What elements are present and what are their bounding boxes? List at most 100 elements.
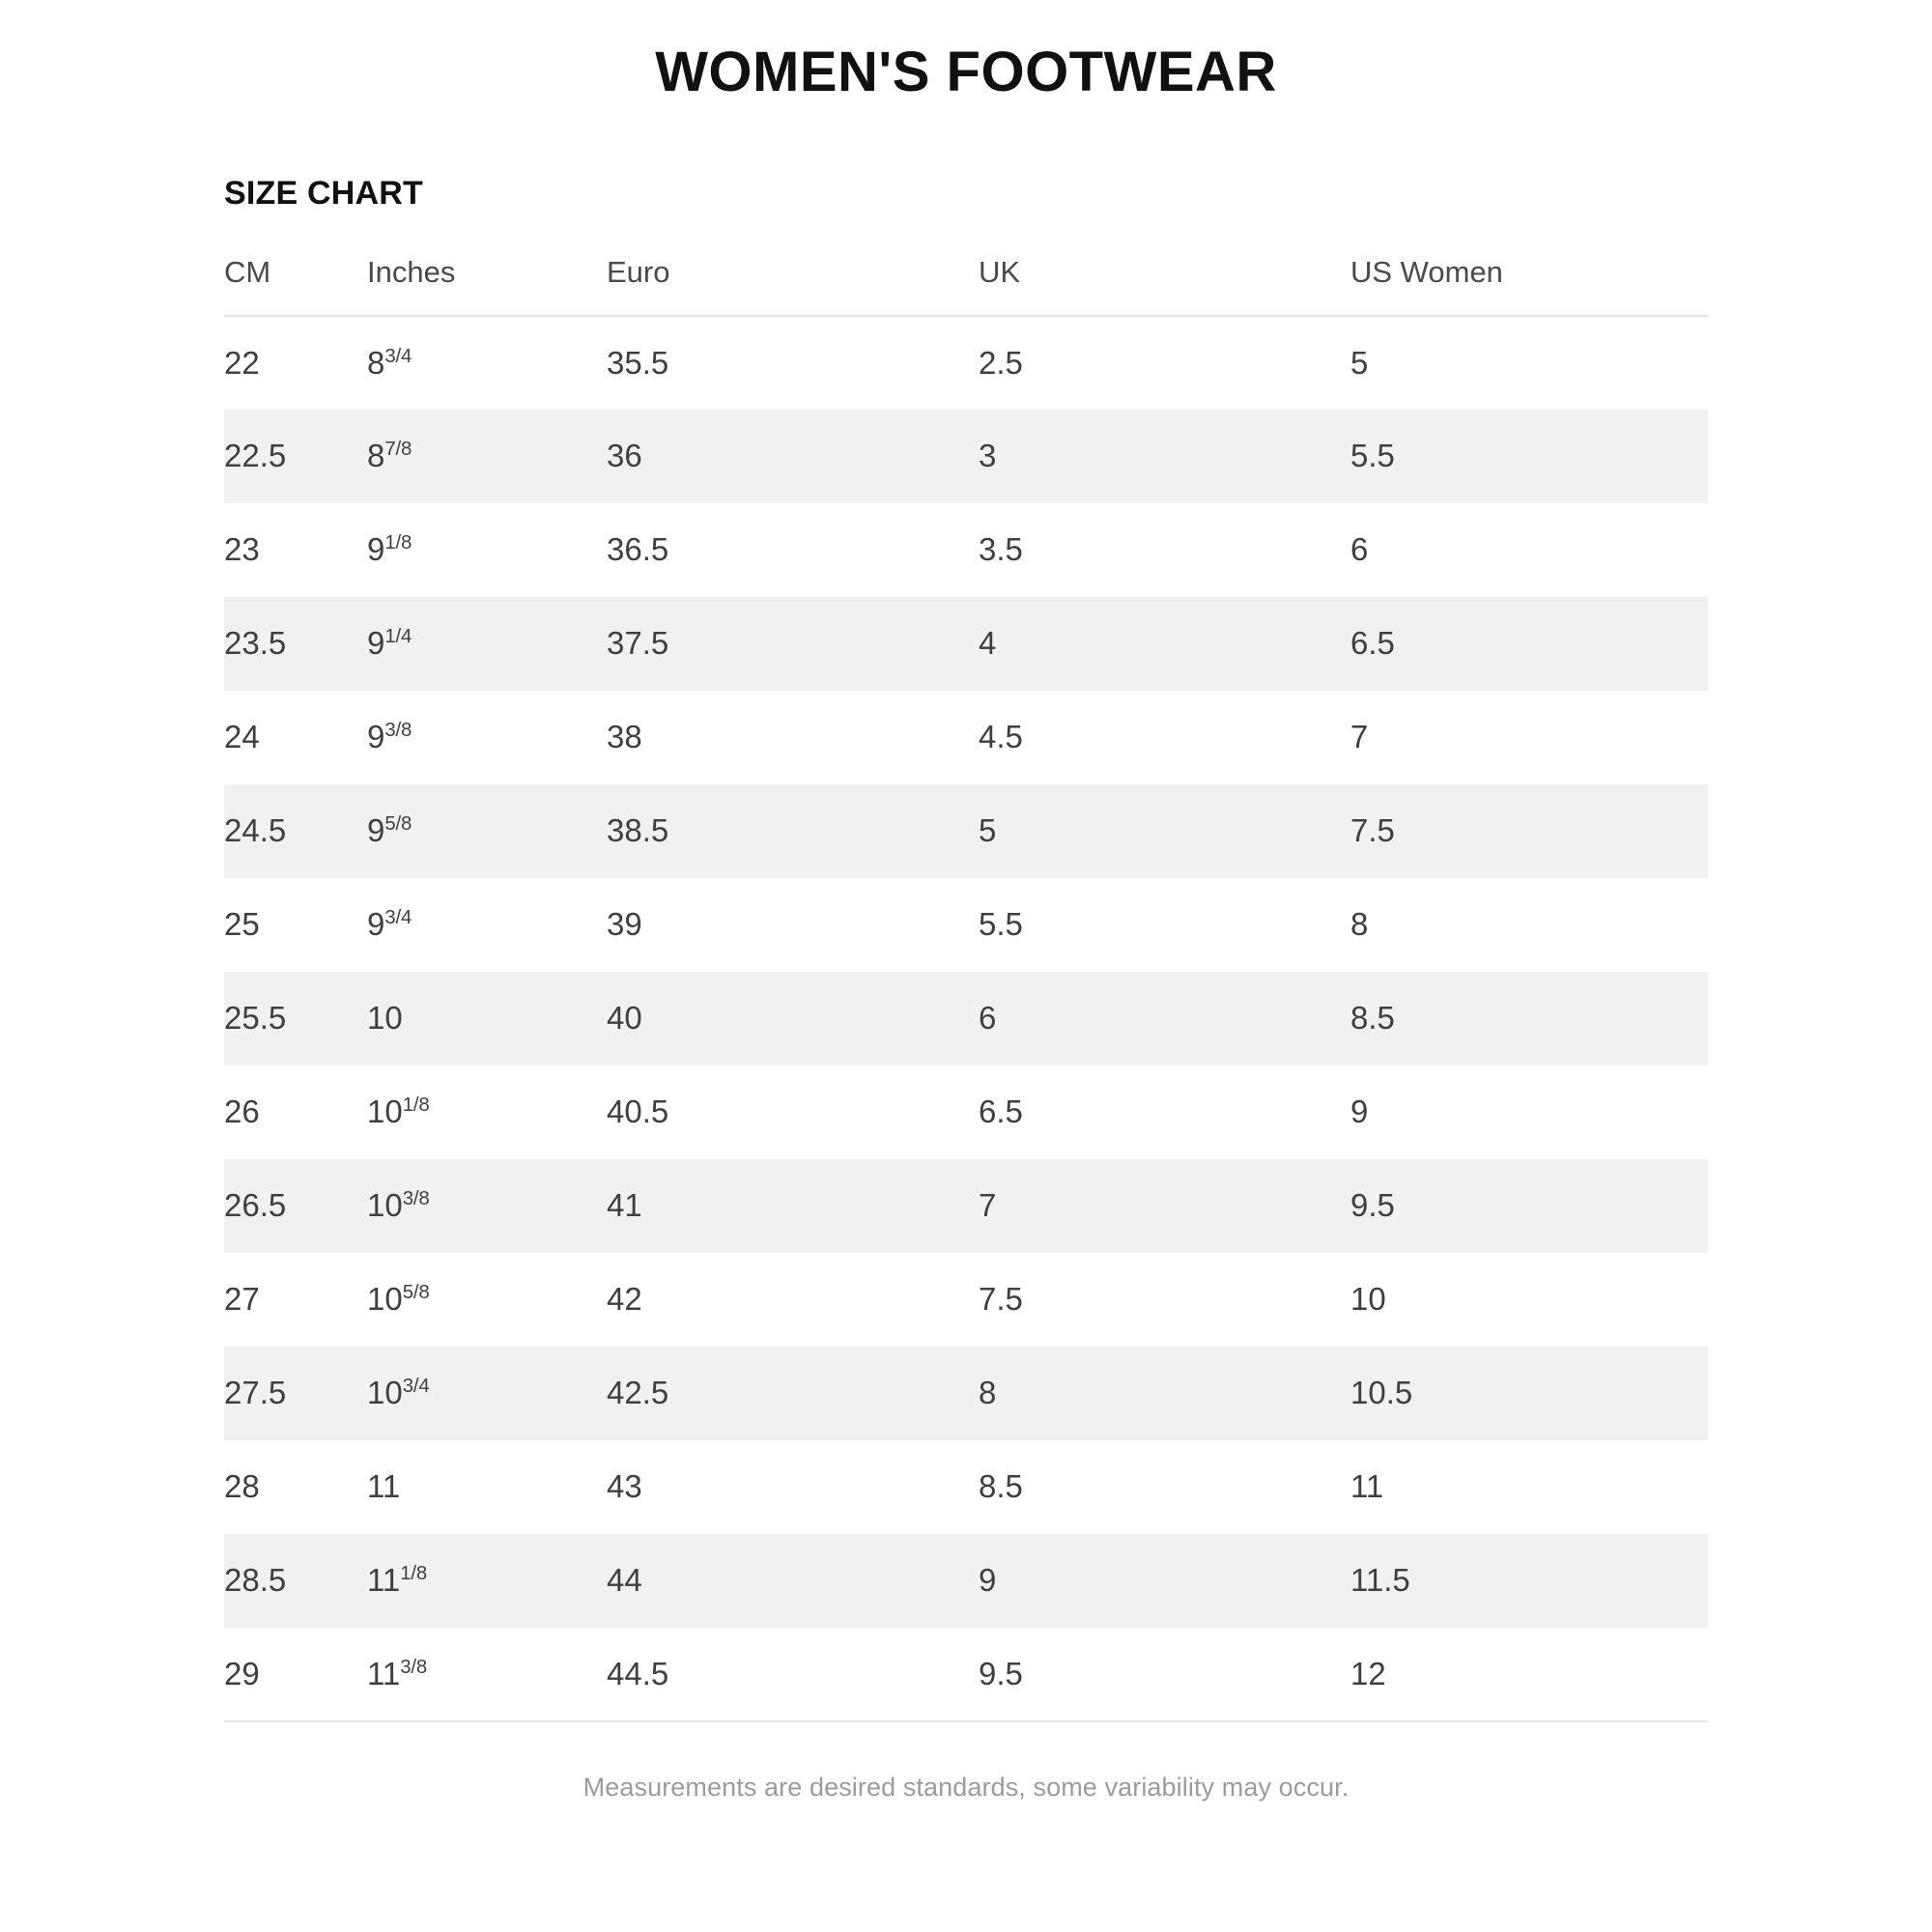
cell-uk: 8 xyxy=(979,1346,1350,1440)
cell-us-women: 12 xyxy=(1350,1627,1708,1722)
cell-us-women: 11.5 xyxy=(1350,1533,1708,1628)
cell-inches: 91/4 xyxy=(367,596,607,691)
table-row: 25 93/4 39 5.5 8 xyxy=(224,878,1708,972)
cell-inches: 111/8 xyxy=(367,1533,607,1628)
cell-inches: 87/8 xyxy=(367,409,607,503)
cell-inches: 11 xyxy=(367,1440,607,1534)
cell-inches: 113/8 xyxy=(367,1627,607,1722)
cell-euro: 38 xyxy=(607,719,642,755)
measurement-disclaimer: Measurements are desired standards, some… xyxy=(582,1772,1350,1802)
cell-uk: 5 xyxy=(979,783,1350,878)
table-row: 27 105/8 42 7.5 10 xyxy=(224,1253,1708,1347)
cell-cm: 22.5 xyxy=(224,409,367,503)
cell-inches: 10 xyxy=(367,971,607,1065)
table-row: 24.5 95/8 38.5 5 7.5 xyxy=(224,783,1708,878)
cell-euro: 44 xyxy=(607,1533,979,1628)
table-head: CM Inches Euro UK US Women xyxy=(224,254,1708,317)
cell-euro: 38.5 xyxy=(607,783,979,878)
cell-uk: 2.5 xyxy=(979,344,1023,381)
cell-uk: 6 xyxy=(979,971,1350,1065)
column-header-uk: UK xyxy=(979,254,1350,317)
cell-euro: 37.5 xyxy=(607,596,979,691)
inches-whole: 9 xyxy=(367,625,385,662)
table-row: 29 113/8 44.5 9.5 12 xyxy=(224,1627,1708,1722)
cell-euro: 36 xyxy=(607,409,979,503)
cell-inches: 91/8 xyxy=(367,503,607,597)
cell-inches: 83/4 xyxy=(367,316,607,410)
cell-euro: 39 xyxy=(607,906,642,943)
cell-uk: 3 xyxy=(979,409,1350,503)
inches-whole: 10 xyxy=(367,1375,403,1411)
cell-us-women: 10 xyxy=(1350,1281,1386,1318)
table-row: 27.5 103/4 42.5 8 10.5 xyxy=(224,1346,1708,1440)
page-title: WOMEN'S FOOTWEAR xyxy=(655,41,1277,103)
cell-uk: 8.5 xyxy=(979,1468,1023,1505)
cell-cm: 25 xyxy=(224,906,260,943)
cell-cm: 22 xyxy=(224,344,260,381)
inches-fraction: 1/8 xyxy=(400,1562,428,1585)
cell-euro: 35.5 xyxy=(607,344,669,381)
cell-euro: 42.5 xyxy=(607,1346,979,1440)
inches-whole: 8 xyxy=(367,344,385,381)
cell-uk: 9.5 xyxy=(979,1627,1350,1722)
cell-inches: 103/8 xyxy=(367,1158,607,1253)
cell-uk: 4 xyxy=(979,596,1350,691)
cell-us-women: 6.5 xyxy=(1350,596,1708,691)
table-header-row: CM Inches Euro UK US Women xyxy=(224,254,1708,317)
inches-whole: 11 xyxy=(367,1655,401,1691)
inches-fraction: 3/8 xyxy=(402,1187,430,1210)
cell-cm: 24.5 xyxy=(224,783,367,878)
cell-cm: 26.5 xyxy=(224,1158,367,1253)
table-row: 25.5 10 40 6 8.5 xyxy=(224,971,1708,1065)
cell-uk: 6.5 xyxy=(979,1094,1023,1130)
table-row: 23 91/8 36.5 3.5 6 xyxy=(224,503,1708,597)
inches-fraction: 3/8 xyxy=(400,1655,428,1678)
cell-uk: 7 xyxy=(979,1158,1350,1253)
cell-us-women: 5.5 xyxy=(1350,409,1708,503)
cell-euro: 36.5 xyxy=(607,531,669,568)
cell-inches: 95/8 xyxy=(367,783,607,878)
table-row: 28 11 43 8.5 11 xyxy=(224,1440,1708,1534)
cell-cm: 25.5 xyxy=(224,971,367,1065)
cell-euro: 42 xyxy=(607,1281,642,1318)
cell-cm: 23.5 xyxy=(224,596,367,691)
inches-whole: 10 xyxy=(367,1000,403,1037)
size-chart-heading: SIZE CHART xyxy=(224,174,423,212)
table-row: 24 93/8 38 4.5 7 xyxy=(224,691,1708,784)
table-row: 22 83/4 35.5 2.5 5 xyxy=(224,316,1708,410)
inches-fraction: 1/8 xyxy=(402,1094,430,1117)
inches-fraction: 1/8 xyxy=(384,531,412,554)
cell-us-women: 9 xyxy=(1350,1094,1369,1130)
cell-cm: 26 xyxy=(224,1094,260,1130)
inches-fraction: 3/8 xyxy=(384,719,412,742)
cell-us-women: 8.5 xyxy=(1350,971,1708,1065)
cell-us-women: 11 xyxy=(1350,1468,1384,1505)
cell-cm: 28 xyxy=(224,1468,260,1505)
cell-cm: 24 xyxy=(224,719,260,755)
inches-whole: 10 xyxy=(367,1281,403,1318)
cell-us-women: 7 xyxy=(1350,719,1369,755)
column-header-euro: Euro xyxy=(607,254,979,317)
cell-uk: 9 xyxy=(979,1533,1350,1628)
inches-fraction: 3/4 xyxy=(384,906,412,929)
cell-us-women: 9.5 xyxy=(1350,1158,1708,1253)
cell-inches: 101/8 xyxy=(367,1065,607,1159)
cell-uk: 4.5 xyxy=(979,719,1023,755)
cell-cm: 27 xyxy=(224,1281,260,1318)
cell-euro: 41 xyxy=(607,1158,979,1253)
inches-whole: 9 xyxy=(367,906,385,943)
cell-us-women: 5 xyxy=(1350,344,1369,381)
inches-whole: 11 xyxy=(367,1562,401,1599)
size-table-container: CM Inches Euro UK US Women 22 83/4 35.5 2.5… xyxy=(0,213,1932,1722)
cell-us-women: 6 xyxy=(1350,531,1369,568)
inches-fraction: 3/4 xyxy=(402,1375,430,1398)
cell-euro: 40 xyxy=(607,971,979,1065)
inches-whole: 8 xyxy=(367,438,385,474)
cell-inches: 93/8 xyxy=(367,691,607,784)
cell-euro: 40.5 xyxy=(607,1094,669,1130)
cell-euro: 44.5 xyxy=(607,1627,979,1722)
cell-cm: 29 xyxy=(224,1627,367,1722)
size-chart-table: CM Inches Euro UK US Women 22 83/4 35.5 2.5… xyxy=(224,254,1708,1722)
cell-inches: 103/4 xyxy=(367,1346,607,1440)
